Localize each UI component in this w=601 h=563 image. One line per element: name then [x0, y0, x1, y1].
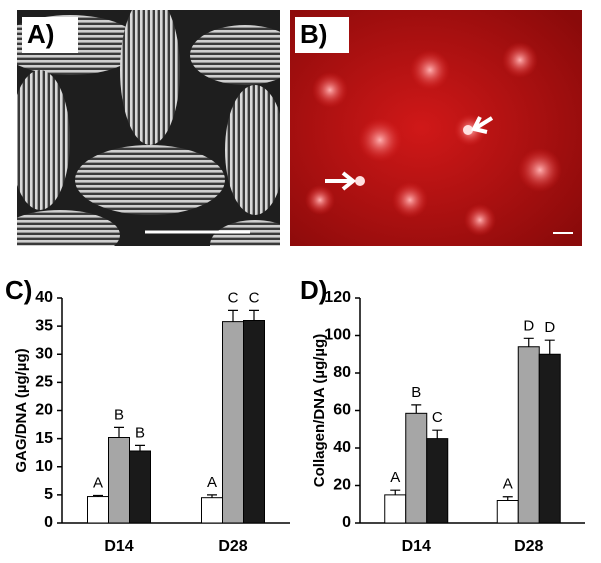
- bar: [384, 494, 407, 524]
- significance-label: A: [93, 474, 103, 491]
- panel-label: A): [27, 19, 54, 49]
- x-tick-label: D14: [104, 538, 133, 555]
- y-tick-label: 35: [35, 317, 53, 334]
- y-tick-label: 30: [35, 345, 53, 362]
- bar: [87, 496, 109, 524]
- y-tick-label: 100: [324, 327, 351, 344]
- y-tick-label: 5: [44, 486, 53, 503]
- label-box: [295, 17, 349, 53]
- bar: [201, 497, 223, 524]
- error-bar: [249, 309, 259, 321]
- bar: [108, 437, 130, 524]
- chart-title: C): [5, 275, 32, 305]
- y-axis-label: GAG/DNA (µg/µg): [13, 348, 30, 472]
- y-tick-label: 60: [333, 402, 351, 419]
- bar: [129, 450, 151, 524]
- error-bar: [114, 426, 124, 438]
- panel-label: B): [300, 19, 327, 49]
- bar: [517, 346, 540, 524]
- significance-label: B: [411, 384, 421, 401]
- significance-label: B: [114, 406, 124, 423]
- significance-label: C: [432, 409, 443, 426]
- y-tick-label: 40: [333, 439, 351, 456]
- error-bar: [411, 404, 422, 414]
- error-bar: [207, 494, 217, 498]
- error-bar: [93, 494, 103, 497]
- x-tick-label: D14: [402, 538, 431, 555]
- x-tick-label: D28: [218, 538, 247, 555]
- bar: [405, 412, 428, 524]
- y-tick-label: 80: [333, 364, 351, 381]
- significance-label: D: [523, 317, 534, 334]
- y-tick-label: 25: [35, 374, 53, 391]
- significance-label: D: [544, 319, 555, 336]
- y-tick-label: 0: [44, 514, 53, 531]
- bar: [538, 353, 561, 524]
- error-bar: [432, 429, 443, 439]
- bar: [496, 500, 519, 524]
- y-tick-label: 40: [35, 289, 53, 306]
- label-box: [22, 17, 78, 53]
- error-bar: [228, 309, 238, 322]
- y-tick-label: 0: [342, 514, 351, 531]
- chart-title: D): [300, 275, 327, 305]
- bar: [222, 321, 244, 524]
- y-tick-label: 120: [324, 289, 351, 306]
- error-bar: [390, 489, 401, 495]
- significance-label: C: [228, 289, 239, 306]
- significance-label: A: [390, 469, 400, 486]
- y-tick-label: 20: [333, 477, 351, 494]
- error-bar: [502, 496, 513, 501]
- significance-label: A: [503, 476, 513, 493]
- significance-label: B: [135, 424, 145, 441]
- error-bar: [523, 337, 534, 347]
- bar: [426, 438, 449, 524]
- y-axis-label: Collagen/DNA (µg/µg): [311, 334, 328, 487]
- y-tick-label: 20: [35, 402, 53, 419]
- error-bar: [135, 444, 145, 451]
- y-tick-label: 10: [35, 458, 53, 475]
- error-bar: [544, 339, 555, 355]
- significance-label: C: [249, 289, 260, 306]
- y-tick-label: 15: [35, 430, 53, 447]
- bar: [243, 320, 265, 524]
- significance-label: A: [207, 474, 217, 491]
- image-a: [17, 10, 280, 246]
- x-tick-label: D28: [514, 538, 543, 555]
